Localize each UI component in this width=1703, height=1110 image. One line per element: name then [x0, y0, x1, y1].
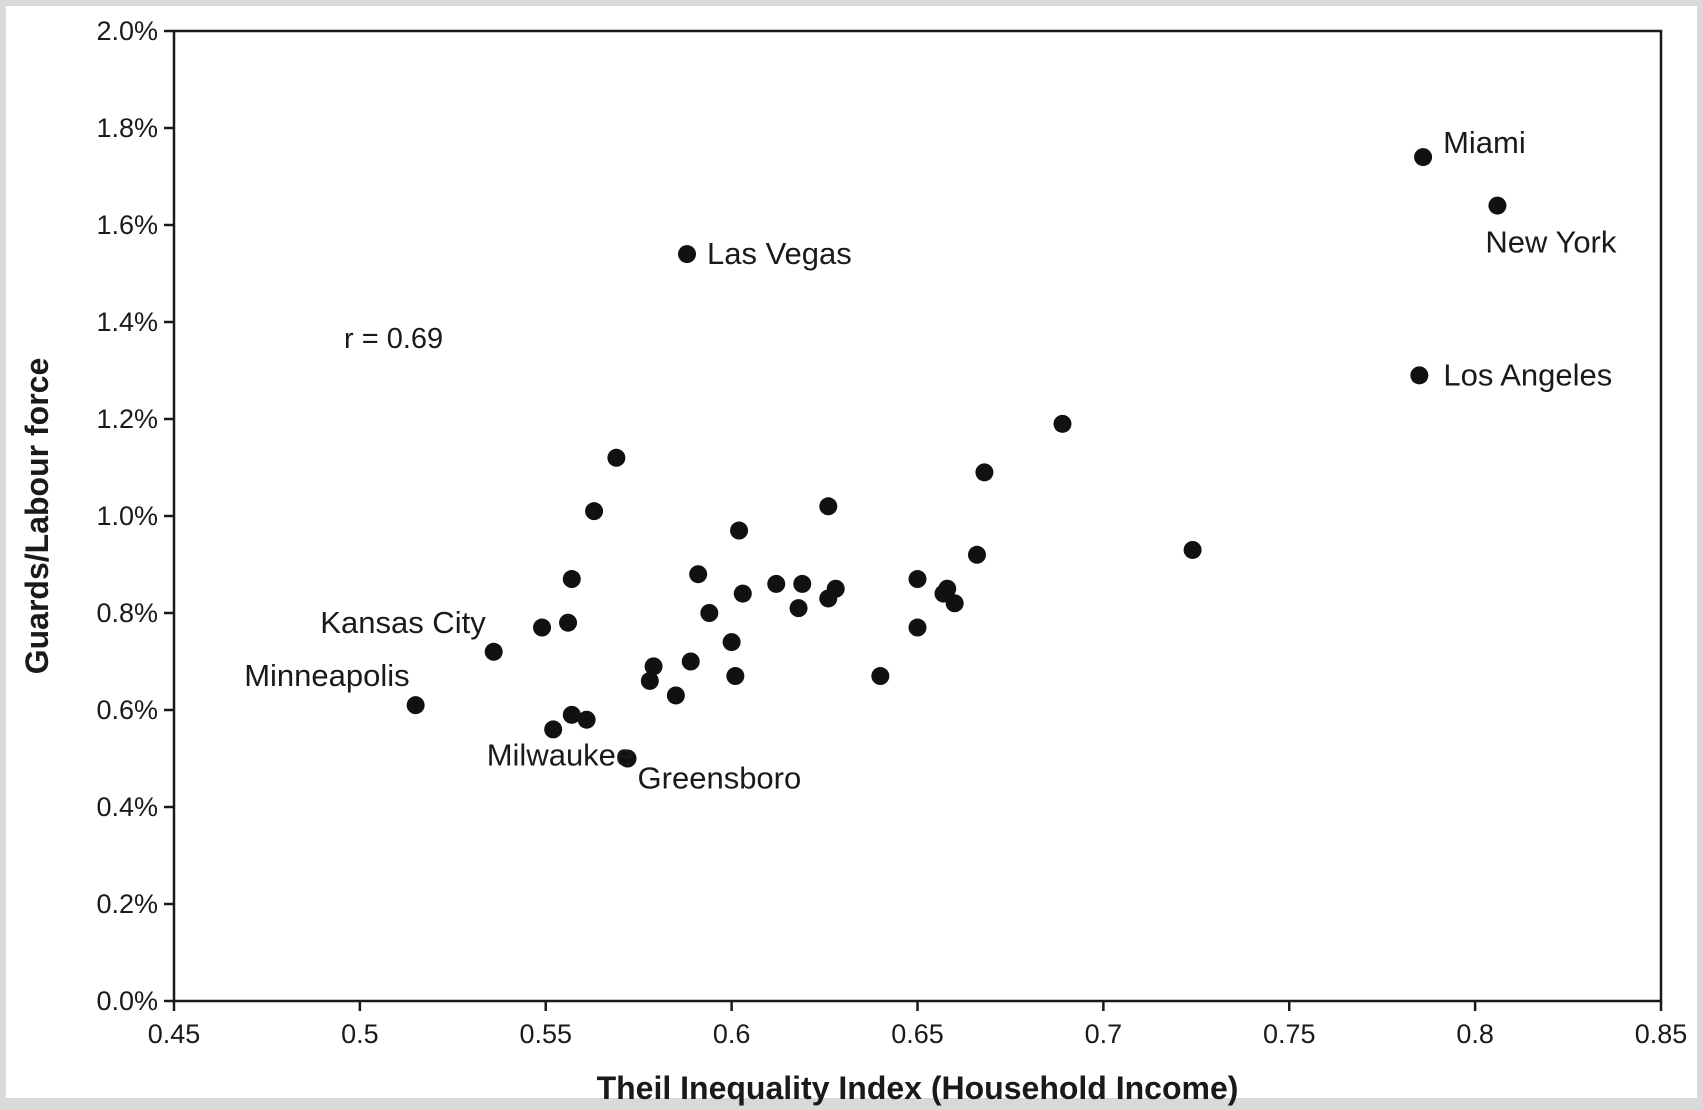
point-label-miami: Miami — [1443, 125, 1526, 160]
point-label-las-vegas: Las Vegas — [707, 236, 852, 271]
data-point — [726, 667, 745, 686]
x-tick-label: 0.55 — [519, 1019, 572, 1049]
data-point — [666, 686, 685, 705]
data-point — [722, 633, 741, 652]
x-tick-label: 0.85 — [1635, 1019, 1688, 1049]
data-point-milwaukee — [544, 720, 563, 739]
data-point — [689, 565, 708, 584]
data-point — [644, 657, 663, 676]
data-point — [585, 502, 604, 521]
data-point — [577, 710, 596, 729]
data-point — [819, 589, 838, 608]
x-axis-title: Theil Inequality Index (Household Income… — [597, 1070, 1239, 1106]
y-tick-label: 1.4% — [96, 307, 158, 337]
point-label-kansas-city: Kansas City — [320, 605, 486, 640]
y-axis-title: Guards/Labour force — [19, 358, 55, 675]
data-point — [1053, 414, 1072, 433]
y-tick-label: 1.0% — [96, 501, 158, 531]
x-tick-label: 0.6 — [713, 1019, 751, 1049]
data-point — [819, 497, 838, 516]
data-point — [793, 574, 812, 593]
point-labels: Miami New York Las Vegas Los Angeles Kansas … — [244, 125, 1617, 795]
correlation-annotation: r = 0.69 — [344, 323, 443, 355]
point-label-milwaukee: Milwaukee — [487, 737, 633, 772]
y-tick-label: 0.6% — [96, 695, 158, 725]
data-point-greensboro — [618, 749, 637, 768]
data-point — [1183, 540, 1202, 559]
data-point — [700, 604, 719, 622]
x-axis: 0.45 0.5 0.55 0.6 0.65 0.7 0.75 0.8 0.85 — [148, 1001, 1688, 1049]
data-point-las-vegas — [678, 245, 697, 264]
data-point — [562, 570, 581, 589]
data-point — [945, 594, 964, 613]
data-points — [406, 148, 1507, 768]
data-point — [871, 667, 890, 686]
y-axis: 0.0% 0.2% 0.4% 0.6% 0.8% 1.0% 1.2% 1.4% 1.6% 1.8%… — [96, 16, 174, 1016]
y-tick-label: 0.8% — [96, 598, 158, 628]
data-point — [559, 613, 578, 632]
data-point-new-york — [1488, 196, 1507, 215]
data-point-kansas-city — [484, 642, 503, 661]
y-tick-label: 1.8% — [96, 113, 158, 143]
data-point — [562, 705, 581, 724]
y-tick-label: 1.6% — [96, 210, 158, 240]
x-tick-label: 0.65 — [891, 1019, 944, 1049]
data-point — [908, 618, 927, 637]
data-point — [908, 570, 927, 589]
data-point — [967, 545, 986, 564]
data-point — [730, 521, 749, 540]
data-point — [767, 574, 786, 593]
plot-area — [172, 29, 1663, 1003]
plot-border — [172, 29, 1663, 1003]
y-tick-label: 0.2% — [96, 889, 158, 919]
point-label-los-angeles: Los Angeles — [1443, 357, 1612, 392]
data-point — [733, 584, 752, 603]
data-point — [607, 448, 626, 467]
x-tick-label: 0.7 — [1085, 1019, 1123, 1049]
point-label-minneapolis: Minneapolis — [244, 658, 409, 693]
data-point-minneapolis — [406, 696, 425, 715]
x-tick-label: 0.8 — [1456, 1019, 1494, 1049]
point-label-new-york: New York — [1485, 225, 1616, 260]
y-tick-label: 0.0% — [96, 986, 158, 1016]
x-tick-label: 0.75 — [1263, 1019, 1316, 1049]
data-point-los-angeles — [1410, 366, 1429, 385]
x-tick-label: 0.5 — [341, 1019, 379, 1049]
data-point — [975, 463, 994, 482]
data-point — [681, 652, 700, 671]
point-label-greensboro: Greensboro — [638, 761, 802, 796]
scatter-chart: 0.0% 0.2% 0.4% 0.6% 0.8% 1.0% 1.2% 1.4% 1.6% 1.8%… — [19, 16, 1688, 1106]
x-tick-label: 0.45 — [148, 1019, 201, 1049]
data-point-miami — [1414, 148, 1433, 167]
y-tick-label: 0.4% — [96, 792, 158, 822]
y-tick-label: 2.0% — [96, 16, 158, 46]
y-tick-label: 1.2% — [96, 404, 158, 434]
data-point — [789, 599, 808, 618]
data-point — [640, 671, 659, 690]
data-point — [533, 618, 552, 637]
